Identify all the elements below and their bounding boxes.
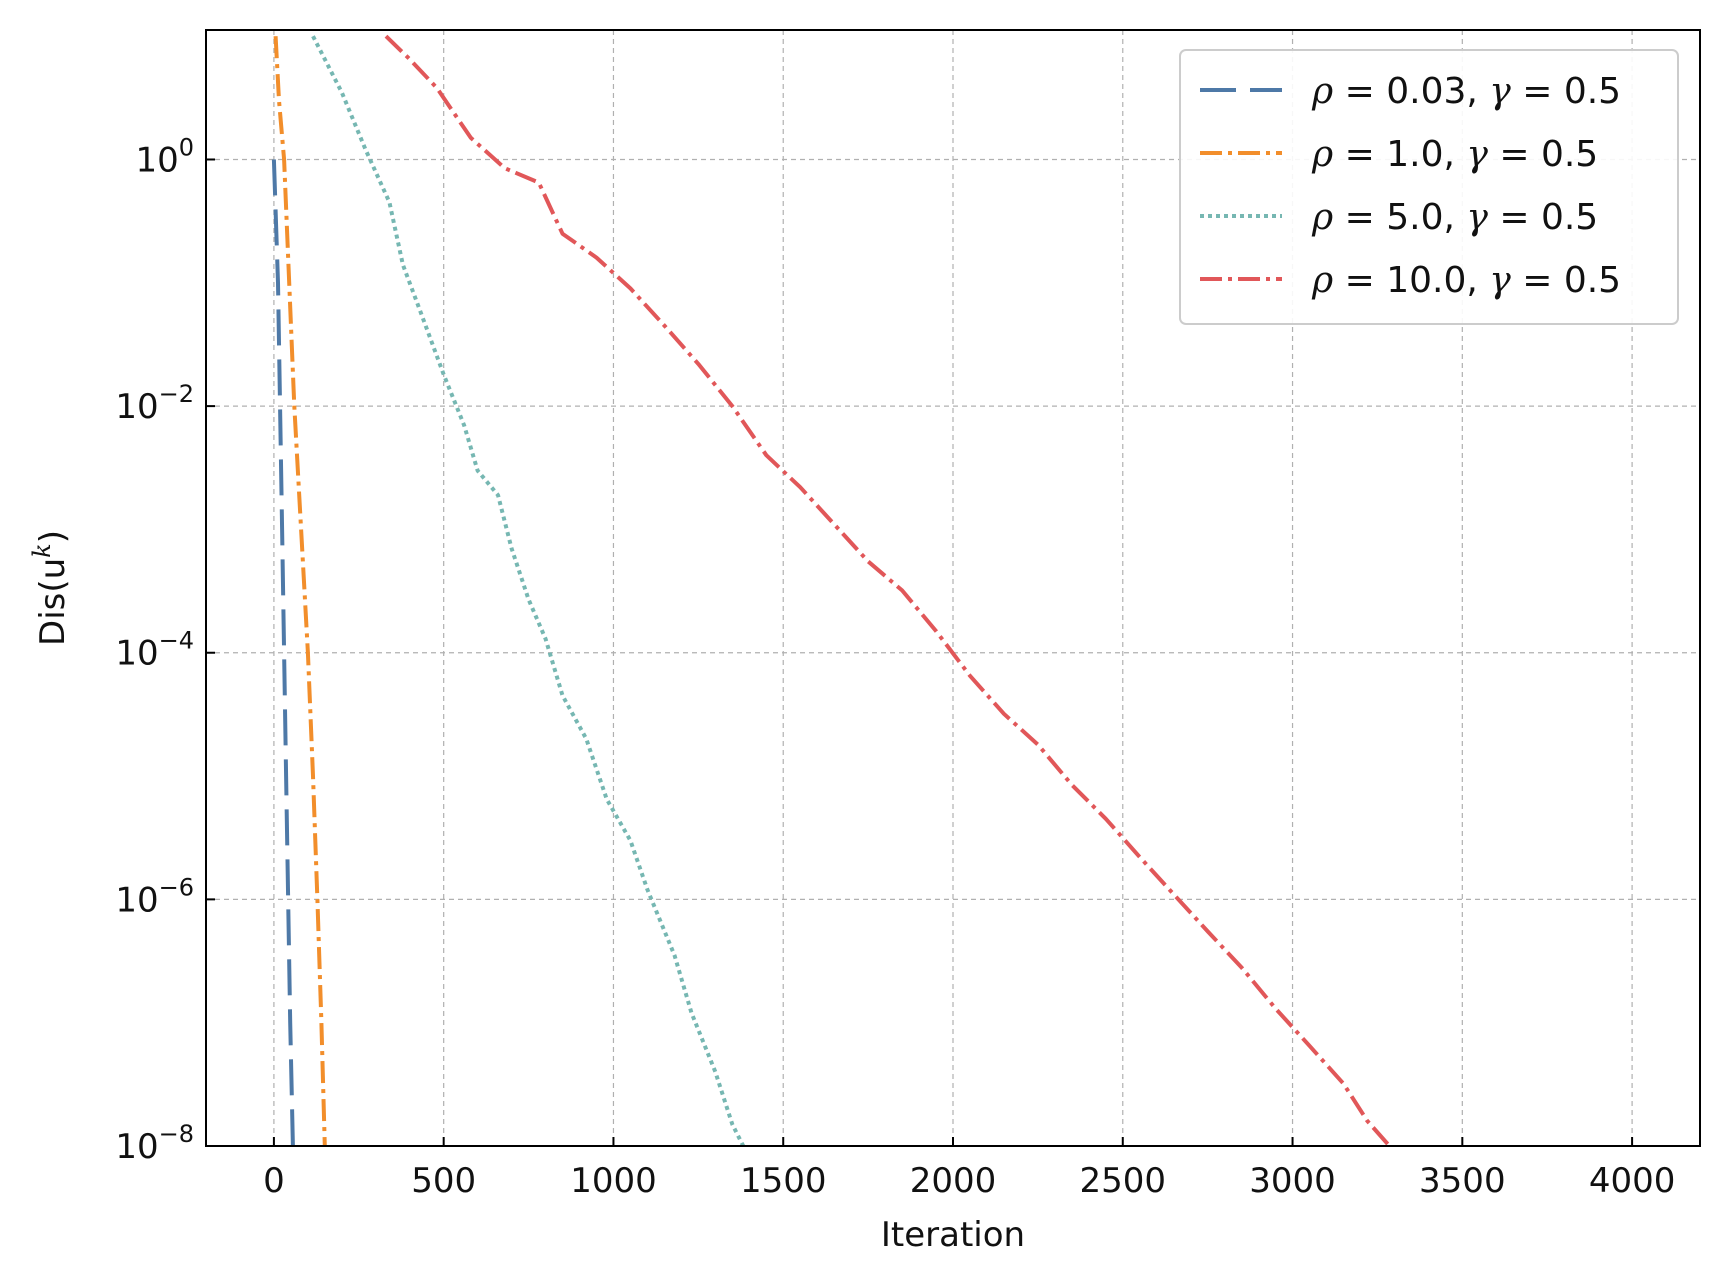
legend-label-3: ρ = 10.0, γ = 0.5 [1311,260,1621,301]
axis-ticks: 0 500 1000 1500 2000 2500 3000 3500 4000 100 10−2 1… [115,133,1675,1201]
y-tick-label: 10−2 [115,380,194,427]
y-tick-label: 100 [135,133,194,180]
y-tick-label: 10−6 [115,873,194,920]
series-lines [271,34,1393,1146]
y-axis-label-main: Dis(u [33,558,73,646]
y-tick-label: 10−8 [115,1120,194,1167]
series-line-3 [384,34,1393,1146]
x-tick-label: 500 [411,1161,476,1201]
x-tick-label: 3000 [1249,1161,1336,1201]
legend-label-0: ρ = 0.03, γ = 0.5 [1311,71,1621,112]
x-tick-label: 4000 [1589,1161,1676,1201]
x-tick-label: 2000 [910,1161,997,1201]
x-tick-label: 1500 [740,1161,827,1201]
legend: ρ = 0.03, γ = 0.5 ρ = 1.0, γ = 0.5 ρ = 5.0… [1179,49,1679,325]
series-line-1 [273,36,327,1146]
series-line-0 [271,159,295,1146]
legend-box [1179,49,1679,325]
x-tick-label: 3500 [1419,1161,1506,1201]
legend-label-2: ρ = 5.0, γ = 0.5 [1311,197,1598,238]
y-axis-label-sup: k [28,543,56,558]
series-line-2 [311,35,746,1146]
x-tick-label: 1000 [570,1161,657,1201]
y-axis-label-close: ) [33,530,73,543]
y-tick-label: 10−4 [115,627,194,674]
x-axis-label: Iteration [881,1215,1025,1255]
x-tick-label: 0 [263,1161,285,1201]
y-axis-label: Dis(uk) [28,530,73,646]
legend-label-1: ρ = 1.0, γ = 0.5 [1311,134,1598,175]
x-tick-label: 2500 [1080,1161,1167,1201]
